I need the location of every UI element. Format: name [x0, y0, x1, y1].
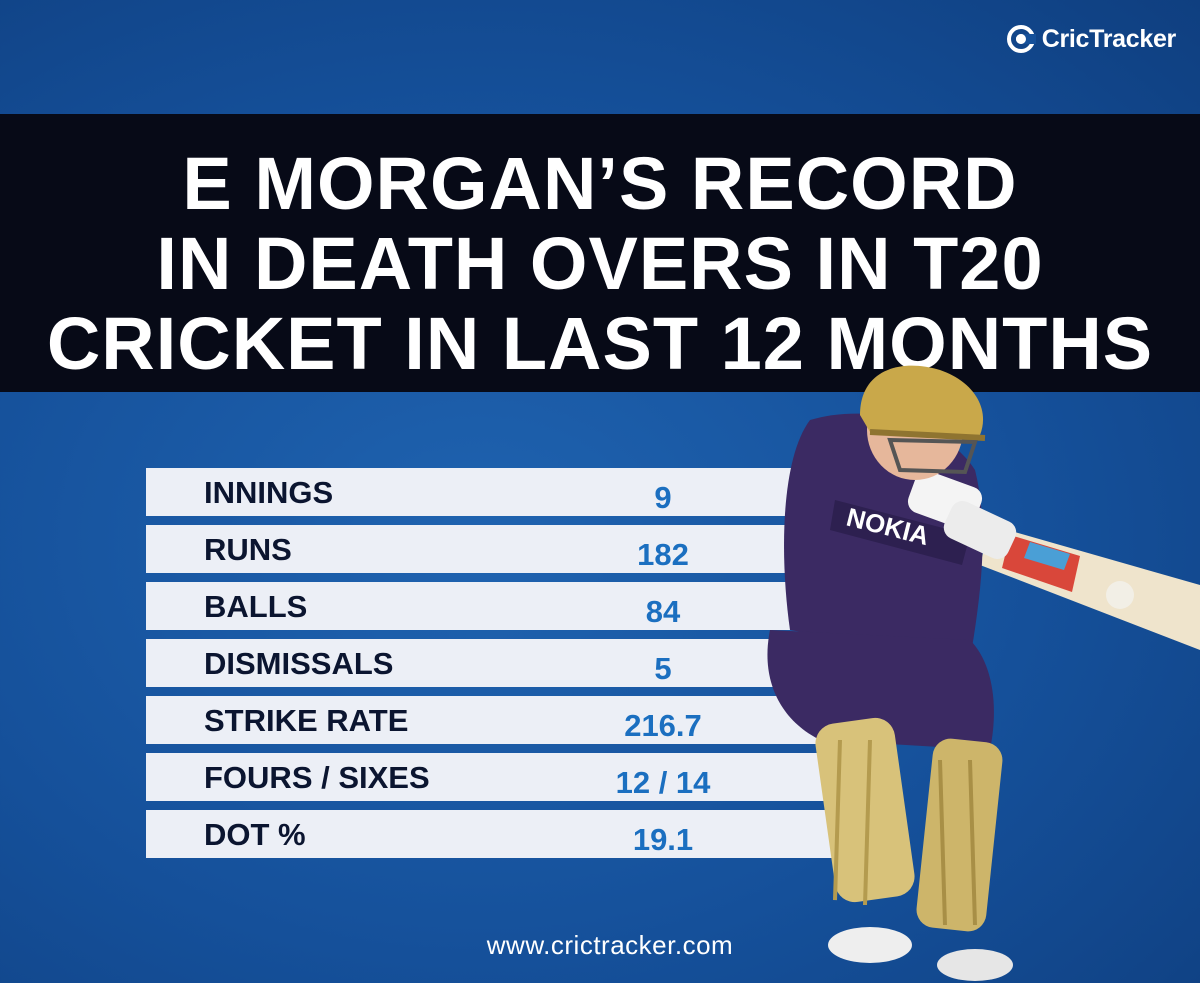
stat-label: INNINGS	[204, 475, 334, 510]
stat-value: 216.7	[624, 708, 702, 743]
stat-label: FOURS / SIXES	[204, 760, 430, 795]
title-line-2: IN DEATH OVERS IN T20	[156, 222, 1044, 305]
stat-row-dot-percent: DOT % 19.1	[146, 810, 866, 858]
title-line-1: E MORGAN’S RECORD	[182, 142, 1018, 225]
stat-label: RUNS	[204, 532, 292, 567]
stat-row-fours-sixes: FOURS / SIXES 12 / 14	[146, 753, 866, 801]
leg-pads	[815, 717, 1003, 932]
helmet	[860, 365, 986, 480]
stat-label: BALLS	[204, 589, 308, 624]
website-url: www.crictracker.com	[486, 930, 734, 960]
brand-name: CricTracker	[1041, 24, 1177, 53]
stat-value: 12 / 14	[615, 765, 711, 800]
cricket-ball	[1106, 581, 1134, 609]
stat-row-dismissals: DISMISSALS 5	[146, 639, 866, 687]
stat-row-balls: BALLS 84	[146, 582, 866, 630]
stat-label: STRIKE RATE	[204, 703, 409, 738]
title-line-3: CRICKET IN LAST 12 MONTHS	[46, 302, 1154, 385]
crictracker-logo-icon	[1006, 25, 1036, 53]
title-band: E MORGAN’S RECORD IN DEATH OVERS IN T20 …	[0, 114, 1200, 392]
stat-label: DOT %	[204, 817, 306, 852]
stat-label: DISMISSALS	[204, 646, 394, 681]
player-batting-illustration: NOKIA	[767, 365, 1200, 981]
stat-value: 19.1	[632, 822, 694, 857]
stat-value: 84	[645, 594, 681, 629]
crictracker-logo: CricTracker	[1006, 24, 1176, 54]
stat-row-strike-rate: STRIKE RATE 216.7	[146, 696, 866, 744]
stat-row-innings: INNINGS 9	[146, 468, 866, 516]
stat-value: 5	[654, 651, 672, 686]
batting-gloves	[907, 470, 1017, 559]
stat-row-runs: RUNS 182	[146, 525, 866, 573]
stat-value: 9	[654, 480, 672, 515]
stat-value: 182	[637, 537, 689, 572]
cricket-bat	[980, 525, 1200, 650]
